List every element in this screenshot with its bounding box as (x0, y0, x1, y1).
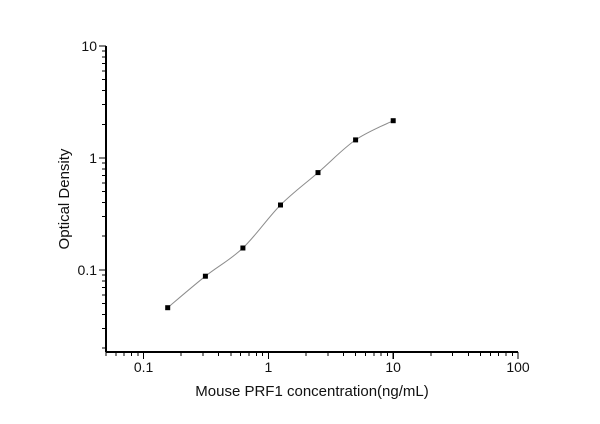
axes-layer (99, 45, 519, 359)
x-tick-label: 100 (506, 359, 530, 375)
data-point-marker (240, 245, 246, 251)
y-tick-label: 0.1 (77, 261, 97, 278)
data-point-marker (353, 137, 359, 143)
y-axis-title: Optical Density (56, 148, 73, 250)
y-tick-label: 1 (89, 149, 97, 166)
data-point-marker (202, 273, 208, 279)
standard-curve-line (167, 120, 394, 309)
data-point-marker (278, 202, 283, 208)
data-point-marker (165, 305, 171, 311)
data-point-marker (390, 118, 396, 124)
x-tick-label: 0.1 (133, 359, 154, 375)
x-tick-label: 10 (385, 359, 401, 375)
x-tick-label: 1 (264, 359, 273, 375)
data-point-marker (315, 170, 321, 176)
x-axis-title: Mouse PRF1 concentration(ng/mL) (195, 383, 429, 400)
data-series-layer (165, 118, 396, 311)
y-tick-label: 10 (81, 38, 97, 54)
